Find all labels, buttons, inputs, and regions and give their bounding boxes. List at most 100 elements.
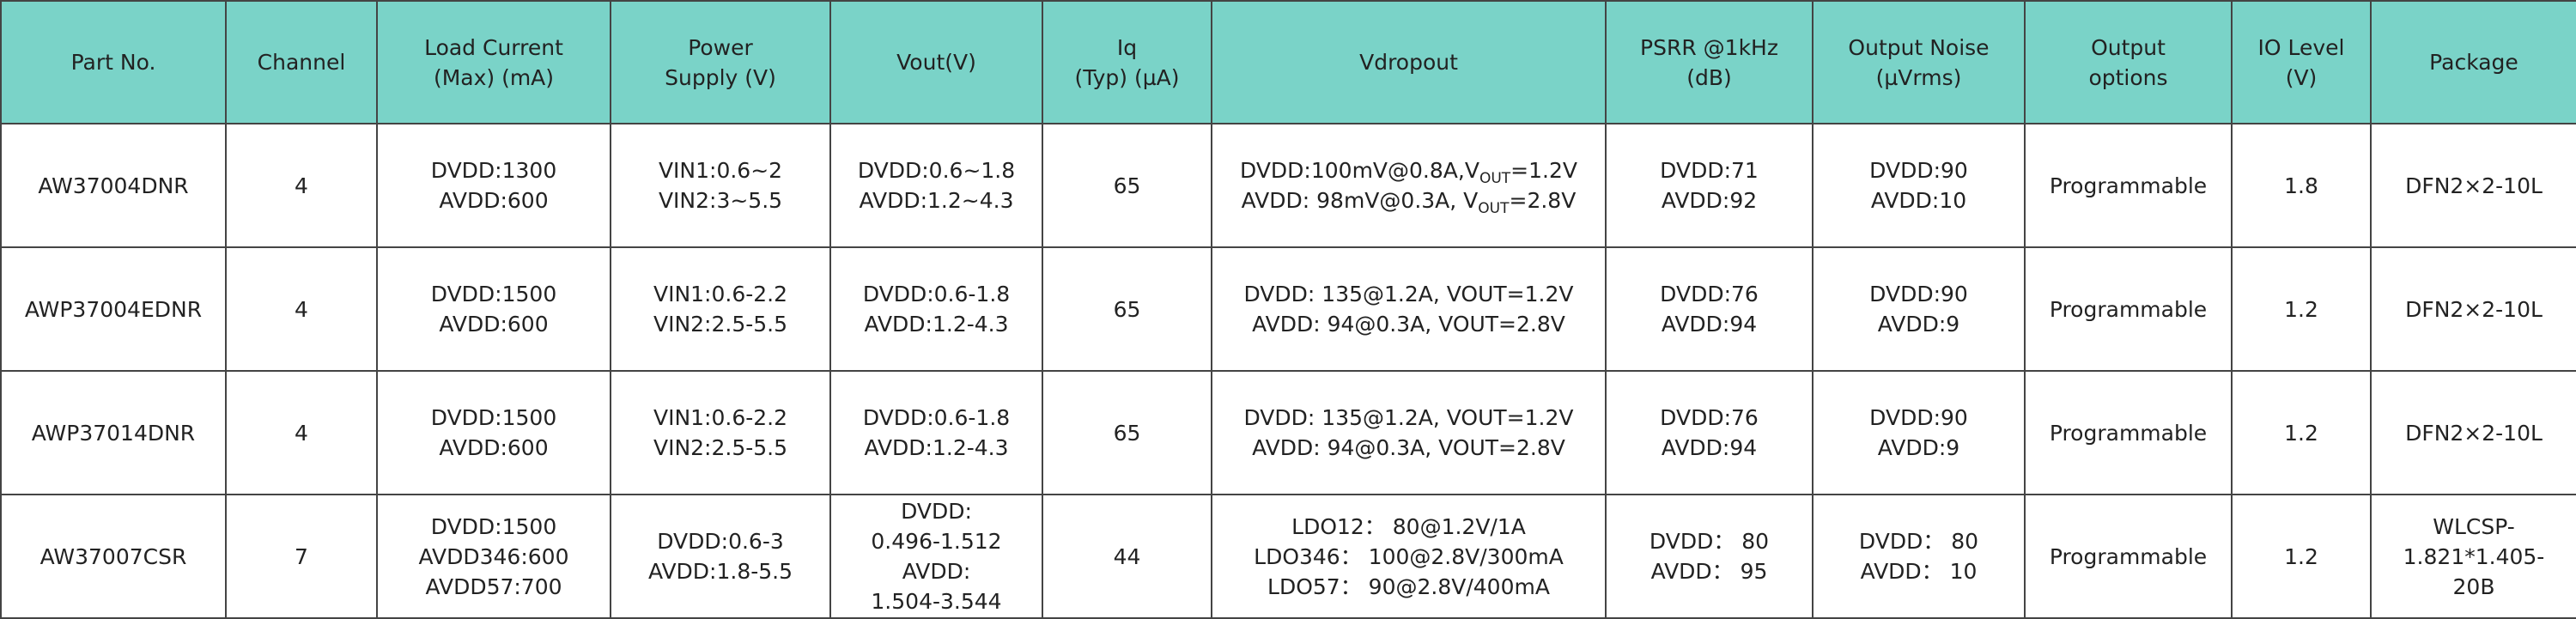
cell: 1.8	[2231, 123, 2372, 248]
cell-line: 65	[1113, 296, 1141, 322]
cell-line: AVDD346:600	[418, 543, 569, 569]
header-cell: Part No.	[0, 0, 227, 124]
cell-line: Vdropout	[1359, 50, 1458, 75]
cell-line: DVDD:90	[1869, 405, 1968, 430]
cell-line: DVDD:1500	[430, 513, 557, 539]
cell-line: VIN1:0.6-2.2	[653, 405, 788, 430]
cell-line: AW37004DNR	[38, 173, 189, 198]
cell-line: VIN2:2.5-5.5	[653, 312, 788, 337]
cell-line: 4	[295, 296, 308, 322]
cell-line: Power	[688, 34, 753, 60]
cell: DVDD:0.6-3 AVDD:1.8-5.5	[610, 494, 831, 619]
cell-line: AVDD:1.2-4.3	[864, 435, 1009, 460]
cell-line: Package	[2429, 50, 2518, 75]
cell: 65	[1042, 246, 1212, 372]
cell-line: DFN2×2-10L	[2405, 173, 2543, 198]
cell-line: Load Current	[424, 34, 563, 60]
cell-line: AWP37004EDNR	[24, 296, 203, 322]
cell-line: Programmable	[2049, 173, 2208, 198]
cell-line: DVDD:1300	[430, 158, 557, 183]
cell-line: 4	[295, 420, 308, 446]
cell-line: DVDD:1500	[430, 282, 557, 306]
cell: 65	[1042, 370, 1212, 495]
cell-line: AWP37014DNR	[31, 420, 196, 446]
cell: 7	[225, 494, 378, 619]
cell: DVDD： 80 AVDD： 10	[1812, 494, 2026, 619]
table-row: AWP37004EDNR 4 DVDD:1500 AVDD:600 VIN1:0.6-2…	[0, 246, 2576, 372]
cell: DVDD:71 AVDD:92	[1605, 123, 1814, 248]
header-cell: Channel	[225, 0, 378, 124]
cell-line: 1.821*1.405-	[2403, 543, 2545, 569]
cell-line: (µVrms)	[1875, 64, 1962, 90]
cell-line: DVDD:76	[1660, 282, 1759, 306]
cell-line: (V)	[2285, 64, 2318, 90]
header-cell: Iq (Typ) (µA)	[1042, 0, 1212, 124]
cell-line: (dB)	[1686, 64, 1732, 90]
table-row: AWP37014DNR 4 DVDD:1500 AVDD:600 VIN1:0.6-2.…	[0, 370, 2576, 495]
cell-line: DVDD:	[901, 499, 972, 524]
cell-line: DVDD:76	[1660, 405, 1759, 430]
subscript: OUT	[1479, 170, 1511, 187]
cell-line: Iq	[1116, 34, 1138, 60]
cell-line: IO Level	[2257, 34, 2345, 60]
cell: DFN2×2-10L	[2370, 123, 2576, 248]
cell-line: AVDD:1.2~4.3	[859, 188, 1014, 213]
cell: DVDD:0.6-1.8 AVDD:1.2-4.3	[829, 246, 1043, 372]
cell-line: AVDD： 95	[1650, 559, 1768, 584]
header-cell: Output Noise (µVrms)	[1812, 0, 2026, 124]
cell: DVDD:1300 AVDD:600	[376, 123, 611, 248]
cell: AW37007CSR	[0, 494, 227, 619]
cell-line: AVDD:9	[1877, 435, 1960, 460]
cell-line: AVDD:1.2-4.3	[864, 312, 1009, 337]
header-cell: Vout(V)	[829, 0, 1043, 124]
cell-line: Part No.	[70, 50, 156, 75]
cell-line: AVDD57:700	[425, 573, 562, 599]
cell: 1.2	[2231, 494, 2372, 619]
cell-line: VIN2:2.5-5.5	[653, 435, 788, 460]
text: =2.8V	[1509, 188, 1577, 213]
cell-line: (Typ) (µA)	[1074, 64, 1180, 90]
cell: DFN2×2-10L	[2370, 370, 2576, 495]
cell: Programmable	[2024, 370, 2233, 495]
cell-line: DVDD: 135@1.2A, VOUT=1.2V	[1243, 405, 1574, 430]
cell: AW37004DNR	[0, 123, 227, 248]
cell-line: AVDD:600	[439, 435, 549, 460]
cell-line: Programmable	[2049, 543, 2208, 569]
cell-line: 1.8	[2284, 173, 2318, 198]
cell-line: AW37007CSR	[39, 543, 187, 569]
cell-line: 0.496-1.512	[871, 529, 1002, 554]
table-body: AW37004DNR 4 DVDD:1300 AVDD:600 VIN1:0.6~2 VI…	[0, 123, 2576, 619]
header-row: Part No. Channel Load Current (Max) (mA) Pow…	[0, 0, 2576, 124]
cell: VIN1:0.6-2.2 VIN2:2.5-5.5	[610, 370, 831, 495]
cell: DVDD:90 AVDD:9	[1812, 246, 2026, 372]
cell: DVDD:90 AVDD:10	[1812, 123, 2026, 248]
cell-line: VIN2:3~5.5	[658, 188, 783, 213]
cell-line: DVDD: 135@1.2A, VOUT=1.2V	[1243, 282, 1574, 306]
cell-line: AVDD:9	[1877, 312, 1960, 337]
text: =1.2V	[1510, 158, 1577, 183]
cell-line: 65	[1113, 420, 1141, 446]
cell-line: AVDD:92	[1661, 188, 1758, 213]
cell-line: LDO346： 100@2.8V/300mA	[1254, 543, 1564, 569]
cell-line: DVDD:0.6-3	[657, 529, 784, 554]
cell: DVDD:76 AVDD:94	[1605, 370, 1814, 495]
cell: 1.2	[2231, 246, 2372, 372]
cell: AWP37004EDNR	[0, 246, 227, 372]
cell-line: DFN2×2-10L	[2405, 296, 2543, 322]
cell-line: VIN1:0.6~2	[658, 158, 783, 183]
cell: Programmable	[2024, 246, 2233, 372]
cell-line: DVDD:71	[1660, 158, 1759, 183]
cell: DVDD： 80 AVDD： 95	[1605, 494, 1814, 619]
cell-line: Vout(V)	[896, 50, 976, 75]
cell: 4	[225, 123, 378, 248]
text: AVDD: 98mV@0.3A, V	[1241, 188, 1479, 213]
cell-line: 4	[295, 173, 308, 198]
cell-line: (Max) (mA)	[433, 64, 555, 90]
cell-line: AVDD:94	[1661, 312, 1758, 337]
cell-line: DVDD:1500	[430, 405, 557, 430]
cell-line: LDO57： 90@2.8V/400mA	[1267, 573, 1550, 599]
cell: VIN1:0.6-2.2 VIN2:2.5-5.5	[610, 246, 831, 372]
cell-line: AVDD:1.8-5.5	[647, 559, 793, 584]
